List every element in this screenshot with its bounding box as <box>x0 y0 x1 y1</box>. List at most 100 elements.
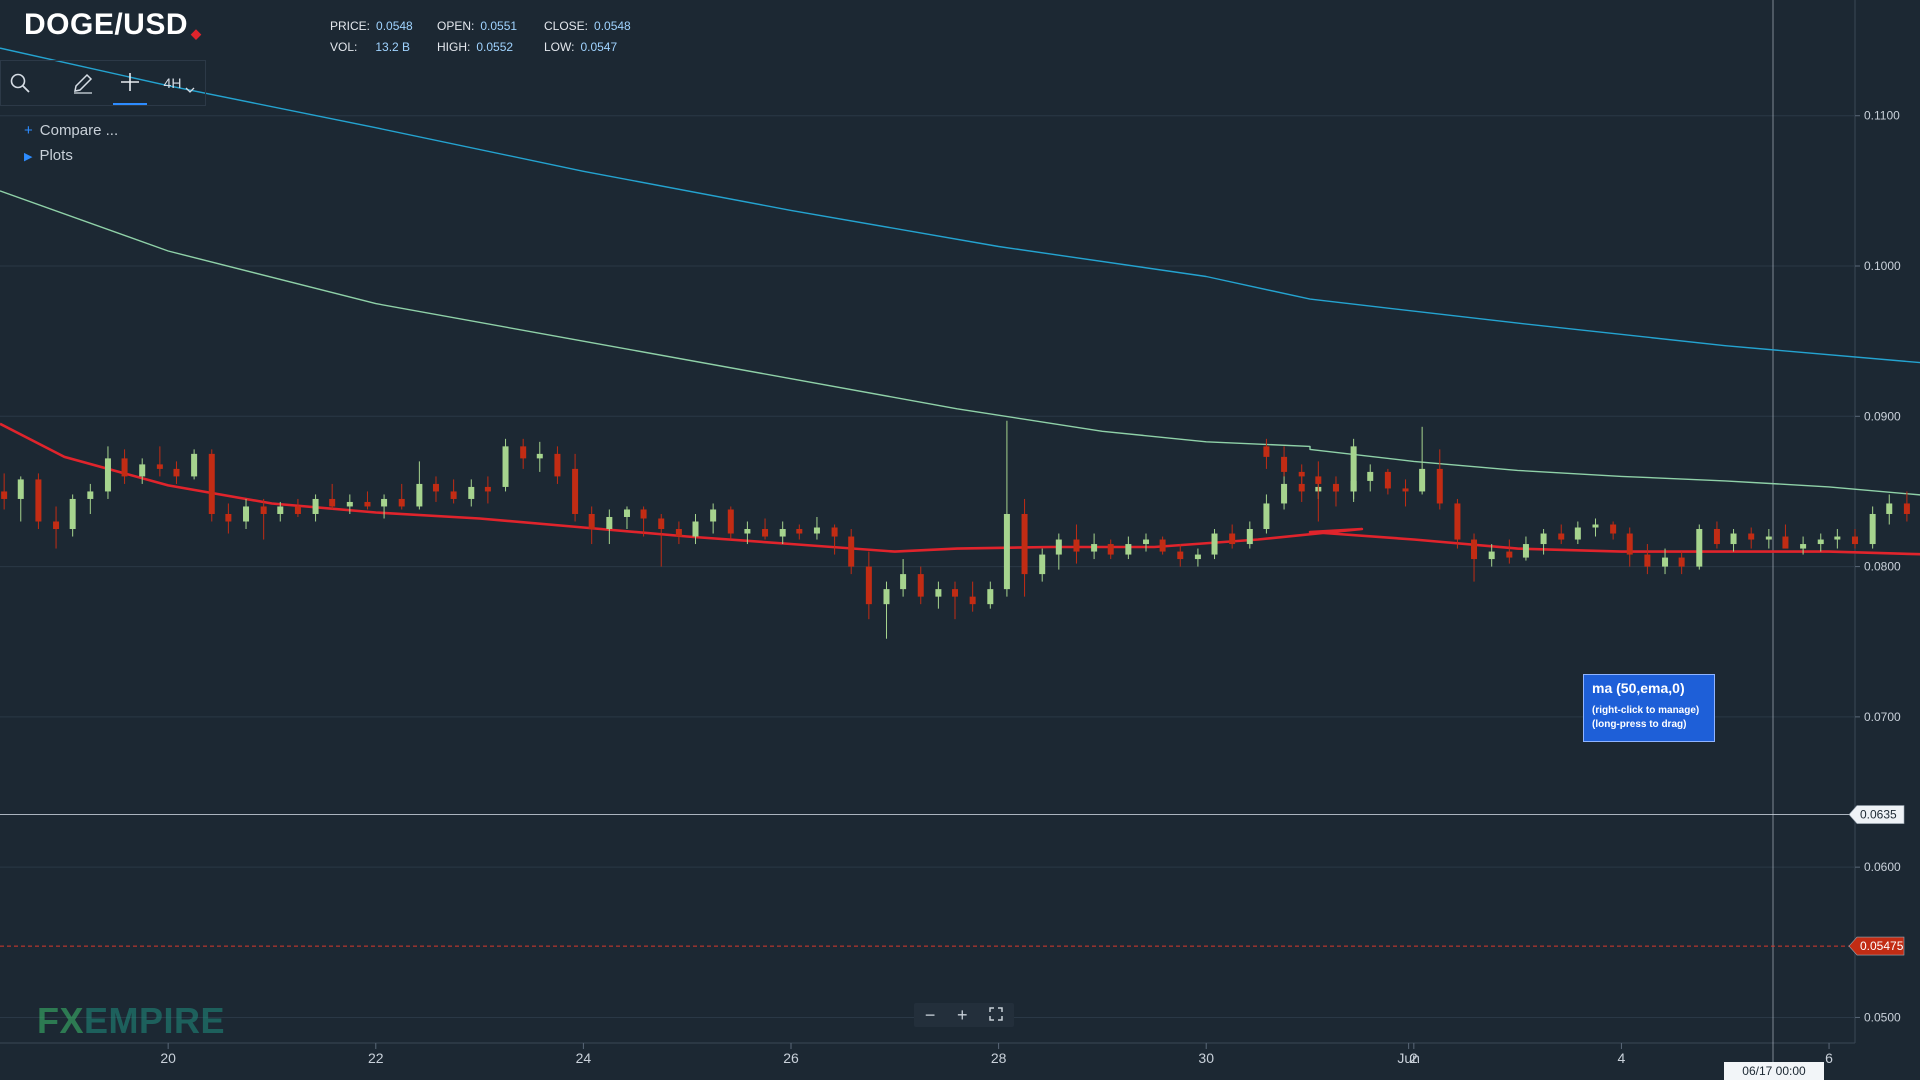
candle-bull <box>416 461 423 510</box>
zoom-controls: − + <box>914 1003 1014 1027</box>
candle-body <box>225 513 232 522</box>
price-label: PRICE: <box>330 19 371 33</box>
candle-bull <box>1574 521 1581 545</box>
candle-body <box>1626 533 1633 555</box>
candle-bull <box>1350 473 1357 502</box>
tooltip-title: ma (50,ema,0) <box>1592 680 1685 696</box>
candle-body <box>312 498 319 514</box>
chart-toolbar: 4H <box>0 60 206 106</box>
candle-body <box>398 498 405 507</box>
candle-bull <box>1055 533 1062 570</box>
candle-bull <box>346 494 353 514</box>
candle-body <box>1782 536 1789 549</box>
crosshair-price-tag: 0.0635 <box>1848 805 1905 824</box>
x-tick-label: 6 <box>1825 1050 1833 1066</box>
candle-body <box>1315 476 1322 484</box>
low-label: LOW: <box>544 40 575 54</box>
candle-body <box>1592 524 1599 528</box>
candle-bear <box>520 438 527 469</box>
candle-bear <box>260 498 267 540</box>
candle-bull <box>987 581 994 609</box>
candle-body <box>468 486 475 499</box>
candle-body <box>1903 503 1910 514</box>
crosshair-button[interactable] <box>113 61 147 105</box>
draw-button[interactable] <box>65 61 101 105</box>
ma-tooltip[interactable]: ma (50,ema,0) (right-click to manage) (l… <box>1583 674 1715 742</box>
candle-body <box>1039 554 1046 575</box>
candle-bull <box>243 498 250 530</box>
high-value: 0.0552 <box>476 40 514 54</box>
y-tick-label: 0.1000 <box>1864 259 1901 273</box>
open-label: OPEN: <box>437 19 475 33</box>
plots-toggle[interactable]: ▶ Plots <box>24 147 73 164</box>
symbol-label: DOGE/USD <box>24 8 189 41</box>
candle-bear <box>329 483 336 510</box>
candle-body <box>1263 446 1270 457</box>
candle-body <box>1817 539 1824 545</box>
candle-body <box>572 468 579 514</box>
vol-label: VOL: <box>330 40 358 54</box>
candle-body <box>917 574 924 597</box>
candle-bull <box>1125 536 1132 560</box>
ma-line-3[interactable] <box>0 47 1920 551</box>
interval-dropdown[interactable]: 4H <box>157 61 203 105</box>
candle-bull <box>191 449 198 480</box>
y-tick-label: 0.0700 <box>1864 710 1901 724</box>
candle-body <box>1125 544 1132 555</box>
candle-body <box>1696 529 1703 567</box>
candle-bear <box>1384 468 1391 495</box>
candle-body <box>1800 544 1807 549</box>
candle-bear <box>1263 438 1270 469</box>
candle-bull <box>1540 529 1547 555</box>
candle-bear <box>658 513 665 567</box>
candle-body <box>520 446 527 459</box>
crosshair-date-label: 06/17 00:00 <box>1724 1062 1824 1080</box>
candle-body <box>831 527 838 537</box>
ma-line-2[interactable] <box>0 190 1920 717</box>
candle-bull <box>277 501 284 522</box>
x-tick-label: 2 <box>1410 1050 1418 1066</box>
candle-bear <box>1159 536 1166 555</box>
candle-bull <box>1211 529 1218 560</box>
last-price-tag-box <box>1848 936 1905 956</box>
compare-button[interactable]: + Compare ... <box>24 122 118 139</box>
candle-body <box>744 529 751 534</box>
candle-bear <box>1436 449 1443 510</box>
chevron-down-icon <box>185 87 195 93</box>
zoom-in-button[interactable]: + <box>957 1004 968 1025</box>
crosshair-icon <box>121 73 139 91</box>
candle-body <box>502 446 509 487</box>
candle-body <box>1522 544 1529 558</box>
candle-bull <box>69 494 76 537</box>
candle-bear <box>952 581 959 620</box>
candle-body <box>1644 554 1651 567</box>
x-tick-label: 4 <box>1618 1050 1626 1066</box>
search-button[interactable] <box>3 61 37 105</box>
candle-body <box>1488 551 1495 560</box>
candle-bull <box>623 506 630 530</box>
fullscreen-button[interactable] <box>989 1005 1003 1026</box>
candle-bear <box>848 529 855 575</box>
candle-body <box>692 521 699 537</box>
candle-bear <box>1281 446 1288 477</box>
candle-bear <box>1 473 8 510</box>
ma-line-1[interactable] <box>0 422 1920 818</box>
candle-body <box>1886 503 1893 514</box>
candle-body <box>623 509 630 517</box>
candle-bear <box>1107 539 1114 560</box>
tooltip-line2: (long-press to drag) <box>1592 719 1687 730</box>
candle-body <box>416 483 423 507</box>
zoom-out-button[interactable]: − <box>924 1004 936 1025</box>
candle-body <box>1852 536 1858 545</box>
candle-body <box>1540 533 1547 545</box>
candle-bull <box>813 516 820 540</box>
candle-body <box>1454 503 1461 540</box>
y-tick-label: 0.0900 <box>1864 409 1901 423</box>
candle-body <box>1177 551 1184 560</box>
candle-bear <box>675 521 682 545</box>
candle-body <box>969 596 976 605</box>
candle-body <box>987 589 994 605</box>
candle-body <box>1055 539 1062 555</box>
candle-bear <box>398 483 405 510</box>
